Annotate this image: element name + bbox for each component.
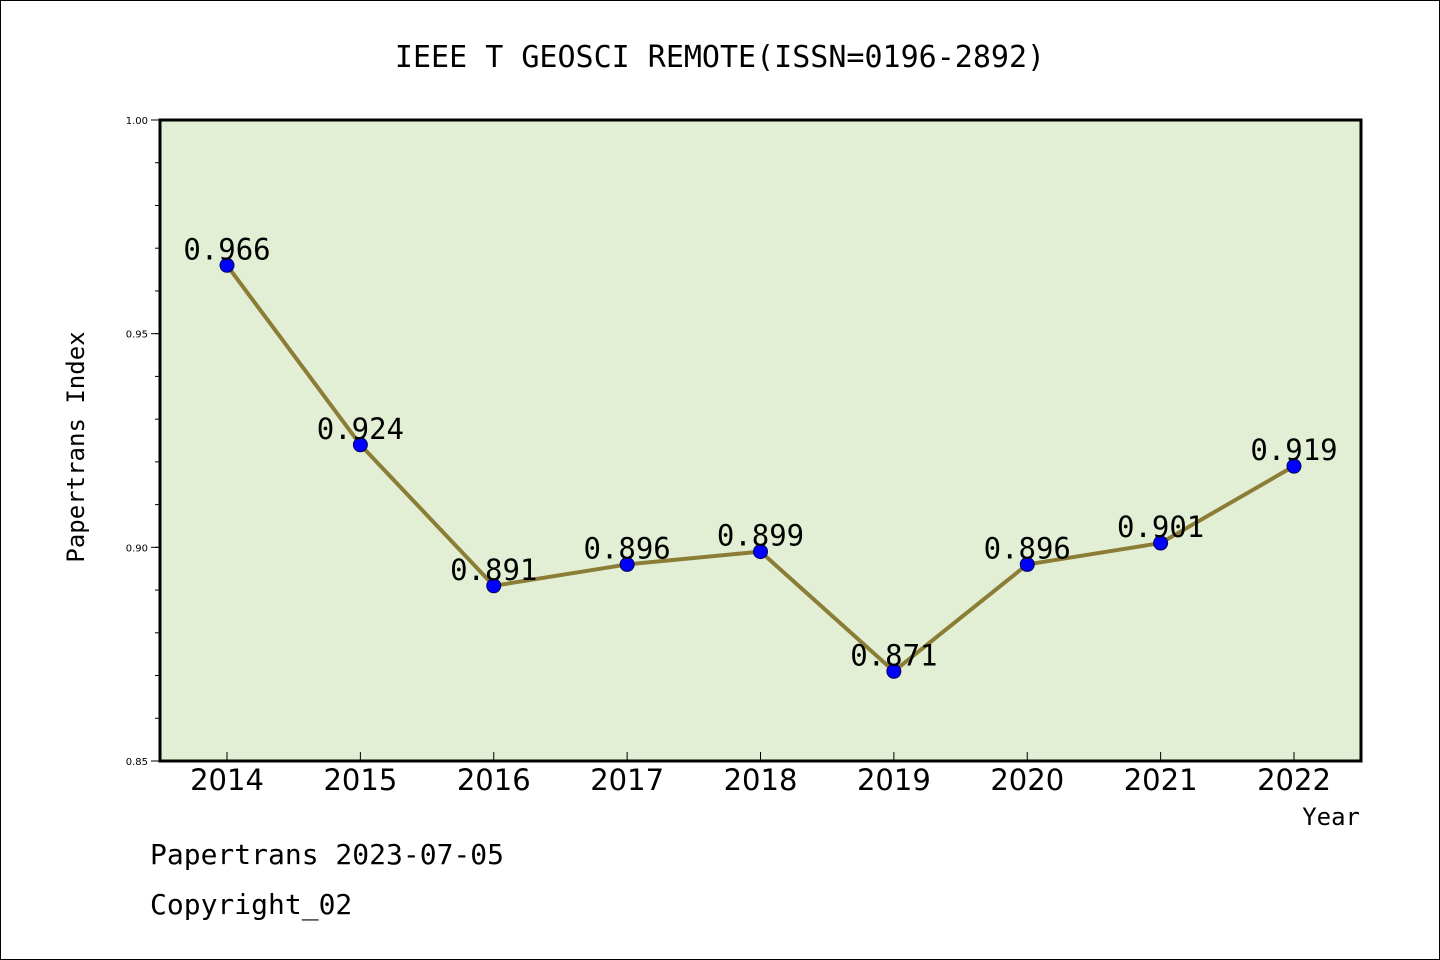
- x-tick-label: 2021: [1124, 763, 1198, 797]
- y-tick-label: 1.00: [126, 116, 148, 127]
- data-label: 0.891: [450, 553, 537, 587]
- x-tick-label: 2020: [990, 763, 1064, 797]
- data-labels: 0.966 0.924 0.891 0.896 0.899 0.871 0.896 0.901…: [183, 232, 1337, 672]
- data-point: [753, 544, 768, 560]
- footer-date: Papertrans 2023-07-05: [150, 838, 504, 871]
- x-tick-label: 2016: [457, 763, 531, 797]
- y-axis-label: Papertrans Index: [62, 331, 90, 562]
- y-axis-ticks: 1.00 0.95 0.90 0.85: [126, 116, 160, 768]
- data-point: [886, 663, 902, 679]
- chart-title: IEEE T GEOSCI REMOTE(ISSN=0196-2892): [395, 40, 1045, 75]
- data-label: 0.896: [583, 531, 670, 565]
- x-axis-ticks: 2014 2015 2016 2017 2018 2019 2020 2021 2022: [190, 752, 1331, 797]
- plot-border: [158, 118, 1363, 763]
- x-tick-label: 2022: [1257, 763, 1331, 797]
- data-label: 0.896: [984, 531, 1071, 565]
- data-label: 0.899: [717, 519, 804, 553]
- y-tick-label: 0.90: [126, 543, 148, 554]
- data-label: 0.966: [183, 232, 270, 266]
- footer-copyright: Copyright_02: [150, 888, 352, 922]
- x-tick-label: 2015: [323, 763, 397, 797]
- data-point: [1286, 458, 1302, 474]
- data-point: [1019, 556, 1035, 572]
- data-point: [219, 257, 235, 273]
- x-tick-label: 2017: [590, 763, 664, 797]
- x-tick-label: 2018: [724, 763, 798, 797]
- y-tick-label: 0.85: [126, 757, 148, 768]
- x-tick-label: 2019: [857, 763, 931, 797]
- data-points: [219, 257, 1302, 679]
- data-point: [619, 556, 635, 572]
- data-label: 0.924: [317, 412, 404, 446]
- x-axis-label: Year: [1302, 803, 1360, 831]
- data-point: [1153, 535, 1169, 551]
- data-point: [352, 437, 368, 453]
- data-point: [486, 578, 502, 594]
- y-tick-label: 0.95: [126, 330, 148, 341]
- x-tick-label: 2014: [190, 763, 264, 797]
- data-label: 0.901: [1117, 510, 1204, 544]
- data-label: 0.919: [1250, 433, 1337, 467]
- data-label: 0.871: [850, 638, 937, 672]
